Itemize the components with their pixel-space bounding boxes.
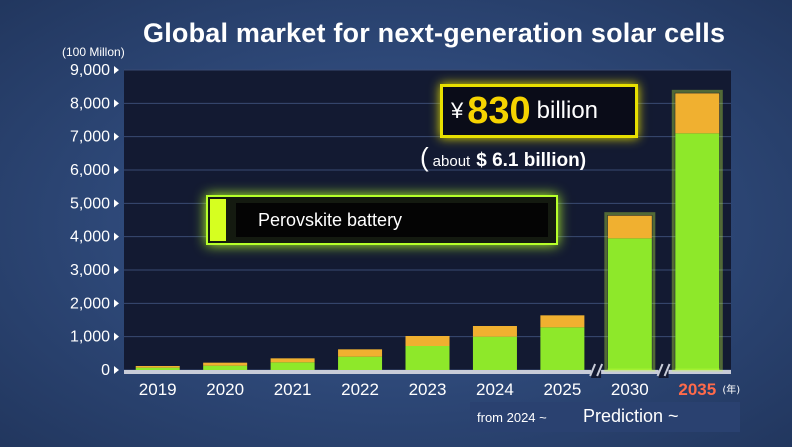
axis-break-mark bbox=[663, 363, 671, 377]
bar-segment-lower bbox=[203, 365, 248, 370]
y-unit-label: (100 Millon) bbox=[62, 45, 125, 59]
legend-swatch bbox=[210, 199, 226, 241]
bar-glow bbox=[604, 212, 656, 372]
x-tick-label: 2019 bbox=[139, 380, 177, 399]
bar-segment-lower bbox=[270, 362, 315, 370]
y-tick-marker bbox=[114, 366, 119, 374]
footer-from: from 2024 ~ bbox=[477, 410, 547, 425]
bar-segment-upper bbox=[675, 93, 720, 134]
footer-note: from 2024 ~ Prediction ~ bbox=[470, 402, 740, 432]
total-callout: ¥ 830 billion bbox=[440, 84, 638, 138]
usd-callout: (about $ 6.1 billion) bbox=[420, 142, 586, 173]
y-tick-label: 4,000 bbox=[70, 229, 110, 246]
y-tick-label: 6,000 bbox=[70, 162, 110, 179]
bar-glow bbox=[671, 89, 723, 372]
total-value: 830 bbox=[467, 89, 531, 132]
x-tick-label: 2025 bbox=[543, 380, 581, 399]
y-tick-marker bbox=[114, 332, 119, 341]
total-unit: billion bbox=[536, 97, 599, 124]
y-tick-label: 7,000 bbox=[70, 129, 110, 146]
x-tick-label: 2024 bbox=[476, 380, 514, 399]
y-tick-marker bbox=[114, 166, 119, 174]
y-tick-label: 2,000 bbox=[70, 295, 110, 312]
open-paren: ( bbox=[420, 142, 429, 172]
y-tick-label: 8,000 bbox=[70, 95, 110, 112]
bar-segment-lower bbox=[607, 238, 652, 370]
x-tick-label: 2020 bbox=[206, 380, 244, 399]
bar-segment-upper bbox=[405, 336, 450, 346]
about-label: about bbox=[432, 153, 471, 170]
y-tick-marker bbox=[114, 99, 119, 108]
bar-segment-lower bbox=[135, 367, 180, 370]
x-tick-label: 2035 bbox=[678, 380, 716, 399]
bar-segment-lower bbox=[405, 346, 450, 370]
legend-label: Perovskite battery bbox=[236, 203, 548, 237]
y-tick-label: 5,000 bbox=[70, 195, 110, 212]
y-tick-marker bbox=[114, 66, 119, 74]
bar-segment-upper bbox=[135, 366, 180, 368]
bar-segment-lower bbox=[472, 336, 517, 370]
bar-segment-upper bbox=[338, 349, 383, 357]
y-tick-label: 0 bbox=[101, 362, 110, 379]
y-tick-marker bbox=[114, 299, 119, 308]
bar-segment-upper bbox=[270, 358, 315, 363]
bar-segment-upper bbox=[203, 362, 248, 366]
bar-segment-upper bbox=[472, 326, 517, 337]
x-tick-label: 2030 bbox=[611, 380, 649, 399]
currency-symbol: ¥ bbox=[451, 98, 464, 123]
bar-segment-upper bbox=[540, 315, 585, 328]
y-tick-marker bbox=[114, 199, 119, 208]
bar-segment-lower bbox=[338, 356, 383, 370]
axis-break-mark bbox=[656, 363, 664, 377]
y-tick-label: 9,000 bbox=[70, 62, 110, 79]
legend-box: Perovskite battery bbox=[206, 195, 558, 245]
y-tick-marker bbox=[114, 132, 119, 141]
chart-title: Global market for next-generation solar … bbox=[143, 18, 726, 48]
usd-value: $ 6.1 billion) bbox=[476, 150, 587, 171]
x-axis-line bbox=[124, 370, 731, 374]
bar-segment-lower bbox=[675, 133, 720, 370]
x-tick-label: 2022 bbox=[341, 380, 379, 399]
bar-segment-lower bbox=[540, 327, 585, 370]
bar-segment-upper bbox=[607, 215, 652, 239]
x-tick-label: 2021 bbox=[274, 380, 312, 399]
axis-break-mark bbox=[596, 363, 604, 377]
axis-break-gap bbox=[591, 364, 602, 378]
footer-prediction: Prediction ~ bbox=[583, 406, 679, 426]
y-tick-label: 3,000 bbox=[70, 262, 110, 279]
y-tick-marker bbox=[114, 266, 119, 274]
y-tick-label: 1,000 bbox=[70, 329, 110, 346]
year-suffix-label: (年) bbox=[722, 383, 740, 396]
y-tick-marker bbox=[114, 232, 119, 241]
axis-break-gap bbox=[658, 364, 669, 378]
x-tick-label: 2023 bbox=[409, 380, 447, 399]
axis-break-mark bbox=[589, 363, 597, 377]
